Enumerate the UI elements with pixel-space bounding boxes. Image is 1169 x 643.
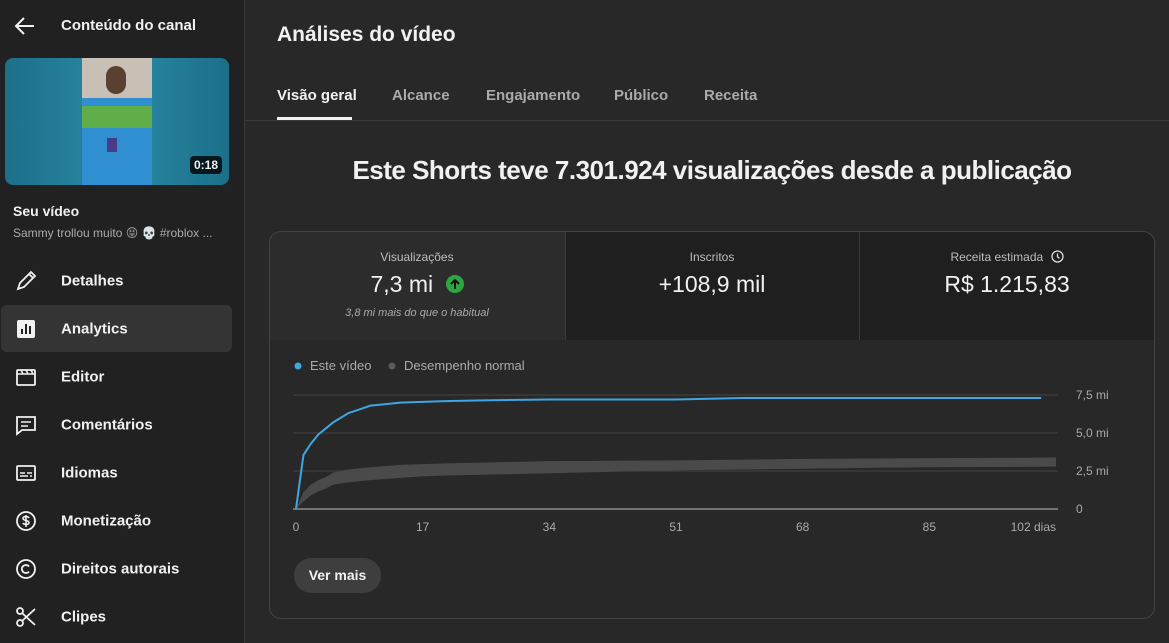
stat-label: Receita estimada: [860, 250, 1154, 264]
legend-swatch: [388, 362, 396, 370]
nav-label: Monetização: [61, 512, 152, 529]
y-tick-label: 5,0 mi: [1076, 426, 1109, 440]
x-tick-label: 34: [543, 520, 557, 534]
y-tick-label: 0: [1076, 502, 1083, 516]
nav-item[interactable]: Detalhes: [1, 257, 232, 304]
nav-item[interactable]: Analytics: [1, 305, 232, 352]
x-tick-label: 68: [796, 520, 810, 534]
stat-subscribers[interactable]: Inscritos +108,9 mil: [565, 232, 859, 340]
nav-label: Comentários: [61, 416, 153, 433]
nav-item[interactable]: Clipes: [1, 593, 232, 640]
tab[interactable]: Engajamento: [486, 87, 581, 104]
nav-item[interactable]: Editor: [1, 353, 232, 400]
page-title: Análises do vídeo: [277, 23, 456, 46]
legend-label: Desempenho normal: [404, 358, 525, 373]
tab[interactable]: Público: [614, 87, 669, 104]
tab[interactable]: Receita: [704, 87, 758, 104]
thumbnail-image: [82, 58, 152, 185]
legend-swatch: [294, 362, 302, 370]
nav-label: Clipes: [61, 608, 107, 625]
x-tick-label: 0: [293, 520, 300, 534]
nav-label: Direitos autorais: [61, 560, 180, 577]
normal-range-band: [296, 457, 1056, 509]
thumbnail[interactable]: 0:18: [5, 58, 229, 185]
back-arrow[interactable]: [14, 15, 36, 37]
stat-value: R$ 1.215,83: [944, 271, 1070, 297]
nav-label: Idiomas: [61, 464, 118, 481]
nav-icon: [16, 416, 36, 436]
stat-value: +108,9 mil: [658, 271, 766, 297]
clock-icon: [1050, 250, 1064, 263]
y-tick-label: 7,5 mi: [1076, 388, 1109, 402]
stat-views[interactable]: Visualizações 7,3 mi 3,8 mi mais do que …: [270, 232, 564, 340]
y-tick-label: 2,5 mi: [1076, 464, 1109, 478]
video-title: Sammy trollou muito 😝 💀 #roblox ...: [13, 226, 213, 240]
stat-label-text: Receita estimada: [950, 250, 1044, 264]
nav-label: Detalhes: [61, 272, 124, 289]
see-more-button[interactable]: Ver mais: [294, 558, 381, 593]
stat-revenue[interactable]: Receita estimada R$ 1.215,83: [860, 232, 1154, 340]
stat-value-text: 7,3 mi: [370, 271, 434, 297]
nav-icon: [16, 559, 36, 579]
stat-label: Inscritos: [689, 250, 735, 264]
stat-value: 7,3 mi: [270, 271, 564, 298]
legend-label: Este vídeo: [310, 358, 371, 373]
x-tick-label: 51: [669, 520, 683, 534]
tab-indicator: [277, 117, 352, 120]
nav-icon: [17, 320, 35, 338]
nav-label: Editor: [61, 368, 105, 385]
card: [269, 231, 1155, 619]
stat-note: 3,8 mi mais do que o habitual: [345, 307, 489, 319]
nav-item[interactable]: Comentários: [1, 401, 232, 448]
series-line: [295, 397, 1042, 510]
video-label: Seu vídeo: [13, 203, 80, 219]
headline: Este Shorts teve 7.301.924 visualizações…: [352, 155, 1072, 185]
back-title: Conteúdo do canal: [61, 17, 196, 34]
nav-icon: [16, 607, 36, 627]
duration-badge: 0:18: [190, 156, 223, 174]
nav-item[interactable]: Monetização: [1, 497, 232, 544]
tab[interactable]: Visão geral: [277, 87, 357, 104]
tab-divider: [245, 120, 1169, 121]
nav-label: Analytics: [61, 320, 128, 337]
x-tick-label: 85: [923, 520, 937, 534]
nav-icon: [16, 465, 36, 481]
nav-icon: [16, 270, 37, 291]
x-tick-label: 17: [416, 520, 430, 534]
tab[interactable]: Alcance: [392, 87, 450, 104]
nav-icon: [16, 369, 36, 386]
sidebar: Conteúdo do canal 0:18 Seu vídeo Sammy t…: [0, 0, 245, 643]
nav-item[interactable]: Direitos autorais: [1, 545, 232, 592]
x-tick-label: 102 dias: [1011, 520, 1056, 534]
up-icon: [445, 275, 464, 293]
stat-label: Visualizações: [380, 250, 454, 264]
nav-item[interactable]: Idiomas: [1, 449, 232, 496]
nav-icon: [16, 511, 36, 531]
